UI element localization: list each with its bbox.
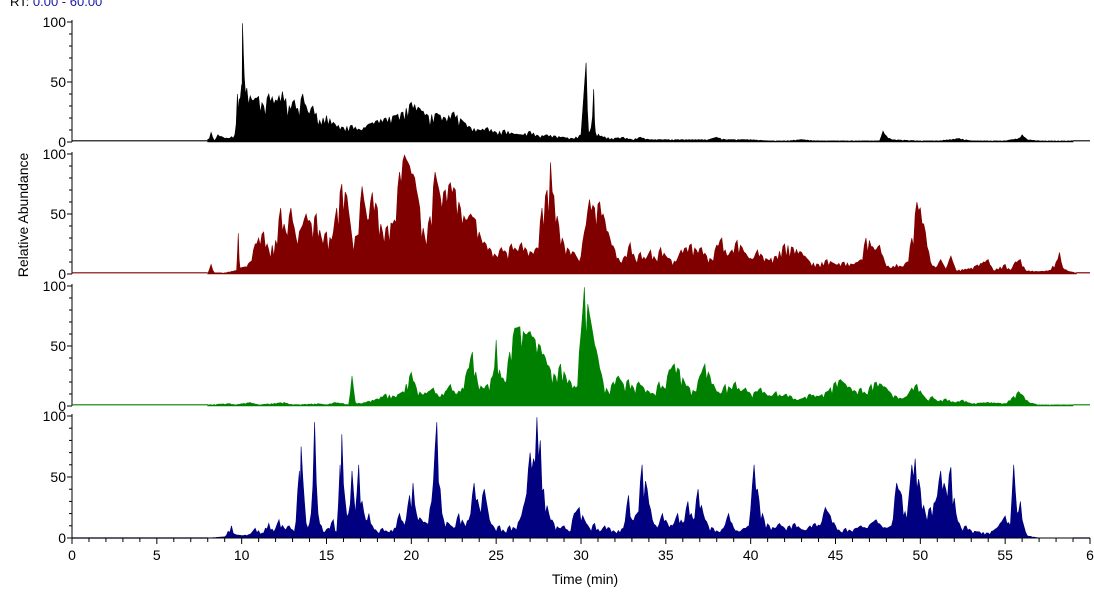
rt-range-label: RT: 0.00 - 60.00 [10, 0, 102, 9]
trace-area-4 [207, 417, 1073, 539]
y-tick-label-4-100: 100 [43, 408, 67, 424]
y-tick-label-2-50: 50 [50, 206, 66, 222]
y-tick-label-3-50: 50 [50, 338, 66, 354]
y-axis-title: Relative Abundance [15, 153, 31, 278]
trace-panel-4: 0 50 100 [43, 408, 1090, 546]
x-tick-label-10: 10 [234, 547, 250, 563]
y-tick-label-4-0: 0 [58, 530, 66, 546]
trace-panel-3: 0 50 100 [43, 278, 1090, 414]
x-tick-label-50: 50 [913, 547, 929, 563]
y-tick-label-3-100: 100 [43, 278, 67, 294]
x-tick-label-30: 30 [573, 547, 589, 563]
y-tick-label-1-50: 50 [50, 74, 66, 90]
x-tick-label-20: 20 [404, 547, 420, 563]
trace-panel-1: 0 50 100 [43, 14, 1090, 150]
rt-range-prefix: RT: [10, 0, 30, 9]
y-tick-label-2-0: 0 [58, 266, 66, 282]
trace-area-2 [207, 154, 1077, 275]
x-tick-label-15: 15 [319, 547, 335, 563]
x-tick-label-25: 25 [488, 547, 504, 563]
y-tick-label-1-0: 0 [58, 134, 66, 150]
x-axis-title: Time (min) [552, 571, 618, 587]
x-tick-label-60: 6 [1086, 547, 1094, 563]
x-axis: 0 5 10 15 20 25 30 35 40 45 50 55 6 [68, 537, 1094, 563]
x-tick-label-40: 40 [743, 547, 759, 563]
trace-panel-2: 0 50 100 [43, 146, 1090, 282]
x-tick-label-45: 45 [828, 547, 844, 563]
x-tick-label-0: 0 [68, 547, 76, 563]
x-tick-label-35: 35 [658, 547, 674, 563]
y-tick-label-3-0: 0 [58, 398, 66, 414]
y-tick-label-4-50: 50 [50, 469, 66, 485]
x-tick-label-5: 5 [153, 547, 161, 563]
rt-range-value: 0.00 - 60.00 [32, 0, 103, 9]
x-tick-label-55: 55 [997, 547, 1013, 563]
trace-area-3 [207, 287, 1074, 407]
y-tick-label-1-100: 100 [43, 14, 67, 30]
trace-area-1 [207, 23, 1074, 143]
y-tick-label-2-100: 100 [43, 146, 67, 162]
